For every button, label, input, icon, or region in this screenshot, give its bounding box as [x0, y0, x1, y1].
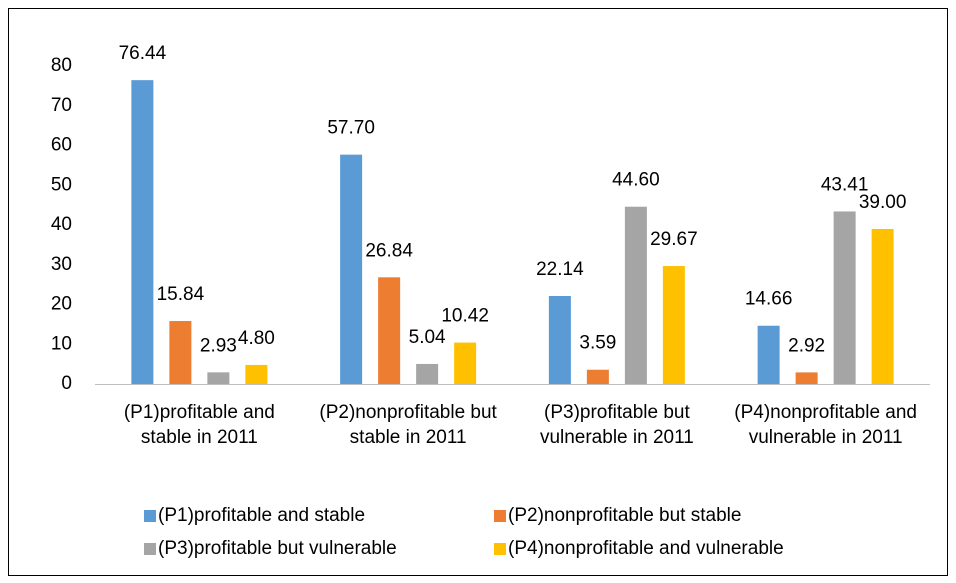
bar [454, 342, 477, 384]
legend-label: (P2)nonprofitable but stable [508, 505, 741, 526]
y-tick-label: 60 [51, 135, 72, 156]
bar [548, 295, 571, 384]
x-tick-label: (P1)profitable and stable in 2011 [123, 402, 275, 448]
x-tick-label: (P3)profitable but vulnerable in 2011 [539, 402, 694, 448]
bar [795, 372, 818, 384]
y-tick-label: 70 [51, 95, 72, 116]
y-tick-label: 80 [51, 55, 72, 76]
legend-swatch [494, 510, 506, 522]
bar [340, 154, 363, 384]
y-tick-label: 10 [51, 333, 72, 354]
y-tick-label: 0 [61, 373, 72, 394]
data-label: 44.60 [612, 170, 660, 191]
bar [662, 266, 685, 384]
bar [833, 211, 856, 384]
legend-label: (P3)profitable but vulnerable [158, 538, 397, 559]
y-tick-label: 50 [51, 174, 72, 195]
x-tick-label: (P2)nonprofitable but stable in 2011 [319, 402, 497, 448]
data-label: 39.00 [859, 192, 907, 213]
data-label: 5.04 [409, 327, 446, 348]
data-label: 14.66 [745, 289, 793, 310]
data-label: 2.93 [200, 335, 237, 356]
bar [378, 277, 401, 384]
data-label: 2.92 [788, 335, 825, 356]
bar [586, 369, 609, 384]
bar [169, 321, 192, 384]
legend-swatch [144, 510, 156, 522]
data-label: 26.84 [365, 240, 413, 261]
y-tick-label: 20 [51, 294, 72, 315]
y-tick-label: 40 [51, 214, 72, 235]
legend-label: (P4)nonprofitable and vulnerable [508, 538, 784, 559]
bar [871, 228, 894, 384]
data-label: 4.80 [238, 328, 275, 349]
bar [245, 364, 268, 384]
data-label: 76.44 [119, 43, 167, 64]
data-label: 15.84 [157, 284, 205, 305]
bar [757, 325, 780, 384]
legend-swatch [494, 543, 506, 555]
bar [416, 363, 439, 384]
data-label: 57.70 [327, 118, 375, 139]
data-label: 22.14 [536, 259, 584, 280]
bar [207, 372, 230, 384]
legend-swatch [144, 543, 156, 555]
bar [624, 206, 647, 384]
bar [131, 80, 154, 384]
data-label: 29.67 [650, 229, 698, 250]
data-label: 10.42 [441, 306, 489, 327]
legend-label: (P1)profitable and stable [158, 505, 365, 526]
y-tick-label: 30 [51, 254, 72, 275]
data-label: 3.59 [579, 333, 616, 354]
data-label: 43.41 [821, 174, 869, 195]
x-tick-label: (P4)nonprofitable and vulnerable in 2011 [734, 402, 917, 448]
chart-border [8, 8, 948, 576]
